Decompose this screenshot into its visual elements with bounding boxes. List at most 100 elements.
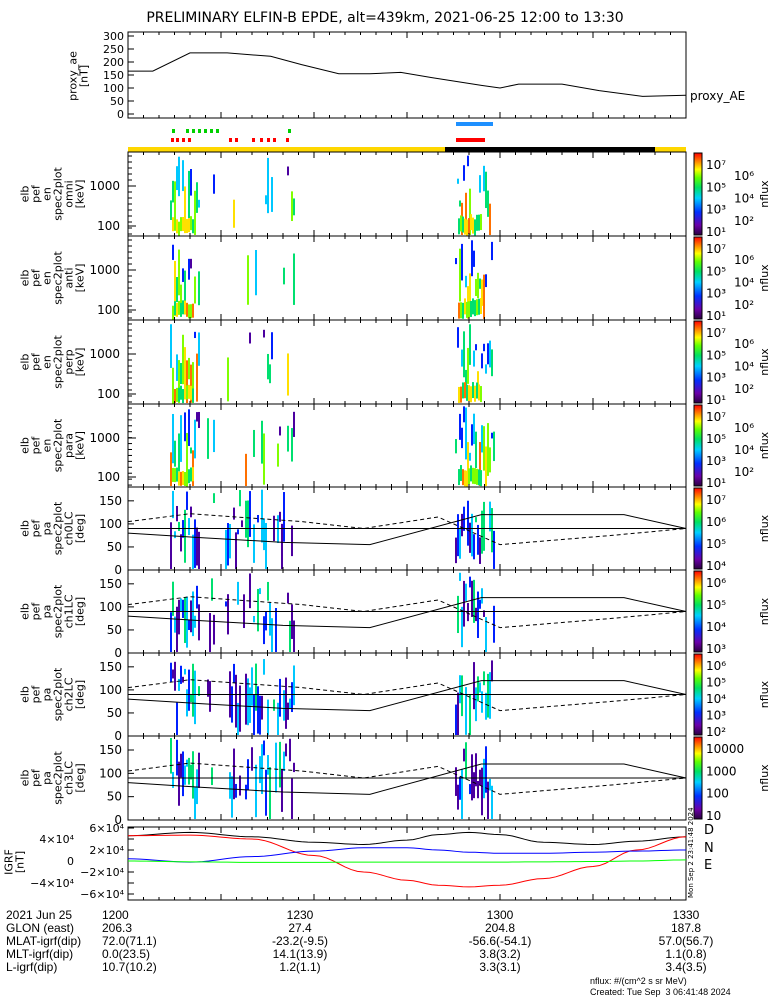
spectrogram-cell — [174, 301, 176, 316]
spectrogram-cell — [478, 214, 480, 231]
spectrogram-cell — [473, 250, 475, 267]
ytick-label: 0 — [114, 813, 122, 827]
spectrogram-cell — [209, 681, 211, 712]
spectrogram-cell — [479, 278, 481, 289]
panel-ylabel-line: elb — [19, 186, 32, 203]
spectrogram-cell — [271, 618, 273, 652]
proxy-ae-ytick-label: 200 — [103, 56, 124, 69]
panel-frame — [127, 151, 687, 237]
panel-ylabel-line: elb — [19, 603, 32, 620]
panel-ylabel-line: elb — [19, 354, 32, 371]
colorbar-label-line: nflux — [758, 180, 771, 208]
spectrogram-cell — [227, 594, 229, 635]
spectrogram-cell — [291, 428, 293, 462]
loss-cone-line — [127, 597, 687, 629]
footer-col-1300: 1300 204.8 -56.6(-54.1) 3.8(3.2) 3.3(3.1) — [440, 909, 560, 974]
spectrogram-cell — [247, 759, 249, 791]
spectrogram-cell — [190, 764, 192, 780]
spectrogram-cell — [491, 241, 493, 261]
spectrogram-cell — [472, 382, 474, 399]
spectrogram-cell — [176, 739, 178, 776]
spectrogram-cell — [471, 580, 473, 617]
spectrogram-cell — [192, 663, 194, 717]
panel-ylabel-line: pef — [30, 184, 43, 203]
spectrogram-cell — [468, 301, 470, 318]
spectrogram-cell — [468, 385, 470, 402]
spectrogram-cell — [465, 687, 467, 735]
spectrogram-cell — [209, 613, 211, 652]
loss-cone-line — [127, 514, 687, 546]
spectrogram-cell — [182, 389, 184, 404]
spectrogram-cell — [237, 529, 239, 535]
spectrogram-cell — [479, 599, 481, 609]
footer-cell: MLT-igrf(dip) — [6, 947, 74, 961]
anti-loss-cone-line — [127, 513, 687, 546]
spectrogram-cell — [467, 602, 469, 622]
spectrogram-cell — [470, 386, 472, 403]
spectrogram-cell — [251, 667, 253, 706]
footer-col-1230: 1230 27.4 -23.2(-9.5) 14.1(13.9) 1.2(1.1) — [240, 909, 360, 974]
colorbar-tick-label: 10² — [734, 382, 754, 396]
spectrogram-cell — [287, 353, 289, 396]
spectrogram-cell — [281, 768, 283, 812]
spectrogram-cell — [455, 258, 457, 265]
spectrogram-cell — [461, 349, 463, 367]
spectrogram-cell — [291, 191, 293, 222]
event-marker-green — [216, 129, 219, 133]
panel-frame — [127, 403, 687, 488]
spectrogram-cell — [190, 467, 192, 482]
spectrogram-cell — [265, 522, 267, 569]
spectrogram-cell — [483, 671, 485, 686]
event-marker-green — [172, 129, 175, 133]
spectrogram-cell — [192, 219, 194, 234]
spectrogram-cell — [182, 471, 184, 486]
spectrogram-cell — [182, 599, 184, 619]
spectrogram-cell — [190, 169, 192, 196]
spectrogram-cell — [186, 385, 188, 400]
colorbar-label: nflux — [758, 264, 771, 292]
spectrogram-cell — [172, 389, 174, 404]
panel-ylabel-line: elb — [19, 270, 32, 287]
igrf-ylabel-line: [nT] — [14, 851, 27, 873]
ytick-label: 1000 — [89, 347, 120, 361]
footer-cell: -56.6(-54.1) — [468, 934, 532, 948]
colorbar-tick-label: 10⁵ — [706, 432, 726, 446]
panel-ylabel-line: spec2plot — [52, 751, 65, 805]
panel-ylabel-line: spec2plot — [52, 584, 65, 638]
spectrogram-cell — [196, 585, 198, 609]
colorbar-tick-label: 10⁴ — [734, 360, 754, 374]
spectrogram-cell — [235, 783, 237, 798]
spectrogram-cell — [174, 661, 176, 691]
panel-ylabel-line: pa — [41, 522, 54, 536]
panel-ch1LC — [127, 569, 703, 654]
spectrogram-cell — [457, 595, 459, 634]
panel-ylabel-line: pa — [41, 771, 54, 785]
panel-ylabel-line: perp — [63, 349, 76, 374]
panel-ylabel-line: ch3LC — [63, 761, 76, 795]
ytick-label: 150 — [99, 660, 122, 674]
spectrogram-cell — [207, 679, 209, 697]
spectrogram-cell — [464, 382, 466, 399]
spectrogram-cell — [263, 740, 265, 756]
colorbar-tick-label: 10⁴ — [706, 620, 726, 634]
panel-ylabel-line: pef — [30, 352, 43, 371]
spectrogram-cell — [211, 578, 213, 601]
spectrogram-cell — [247, 255, 249, 305]
spectrogram-cell — [188, 218, 190, 233]
spectrogram-cell — [235, 674, 237, 728]
spectrogram-cell — [182, 300, 184, 315]
proxy-ae-frame — [127, 31, 687, 119]
spectrogram-cell — [470, 214, 472, 231]
spectrogram-cell — [237, 702, 239, 735]
spectrogram-cell — [457, 514, 459, 557]
spectrogram-cell — [249, 332, 251, 344]
spectrogram-cell — [176, 302, 178, 317]
spectrogram-cell — [178, 300, 180, 315]
ytick-label: 100 — [97, 303, 120, 317]
spectrogram-cell — [170, 612, 172, 652]
proxy-ae-line — [128, 52, 687, 97]
event-marker-green — [198, 129, 201, 133]
event-marker-red — [182, 138, 185, 142]
spectrogram-cell — [475, 431, 477, 469]
panel-para — [127, 403, 703, 488]
